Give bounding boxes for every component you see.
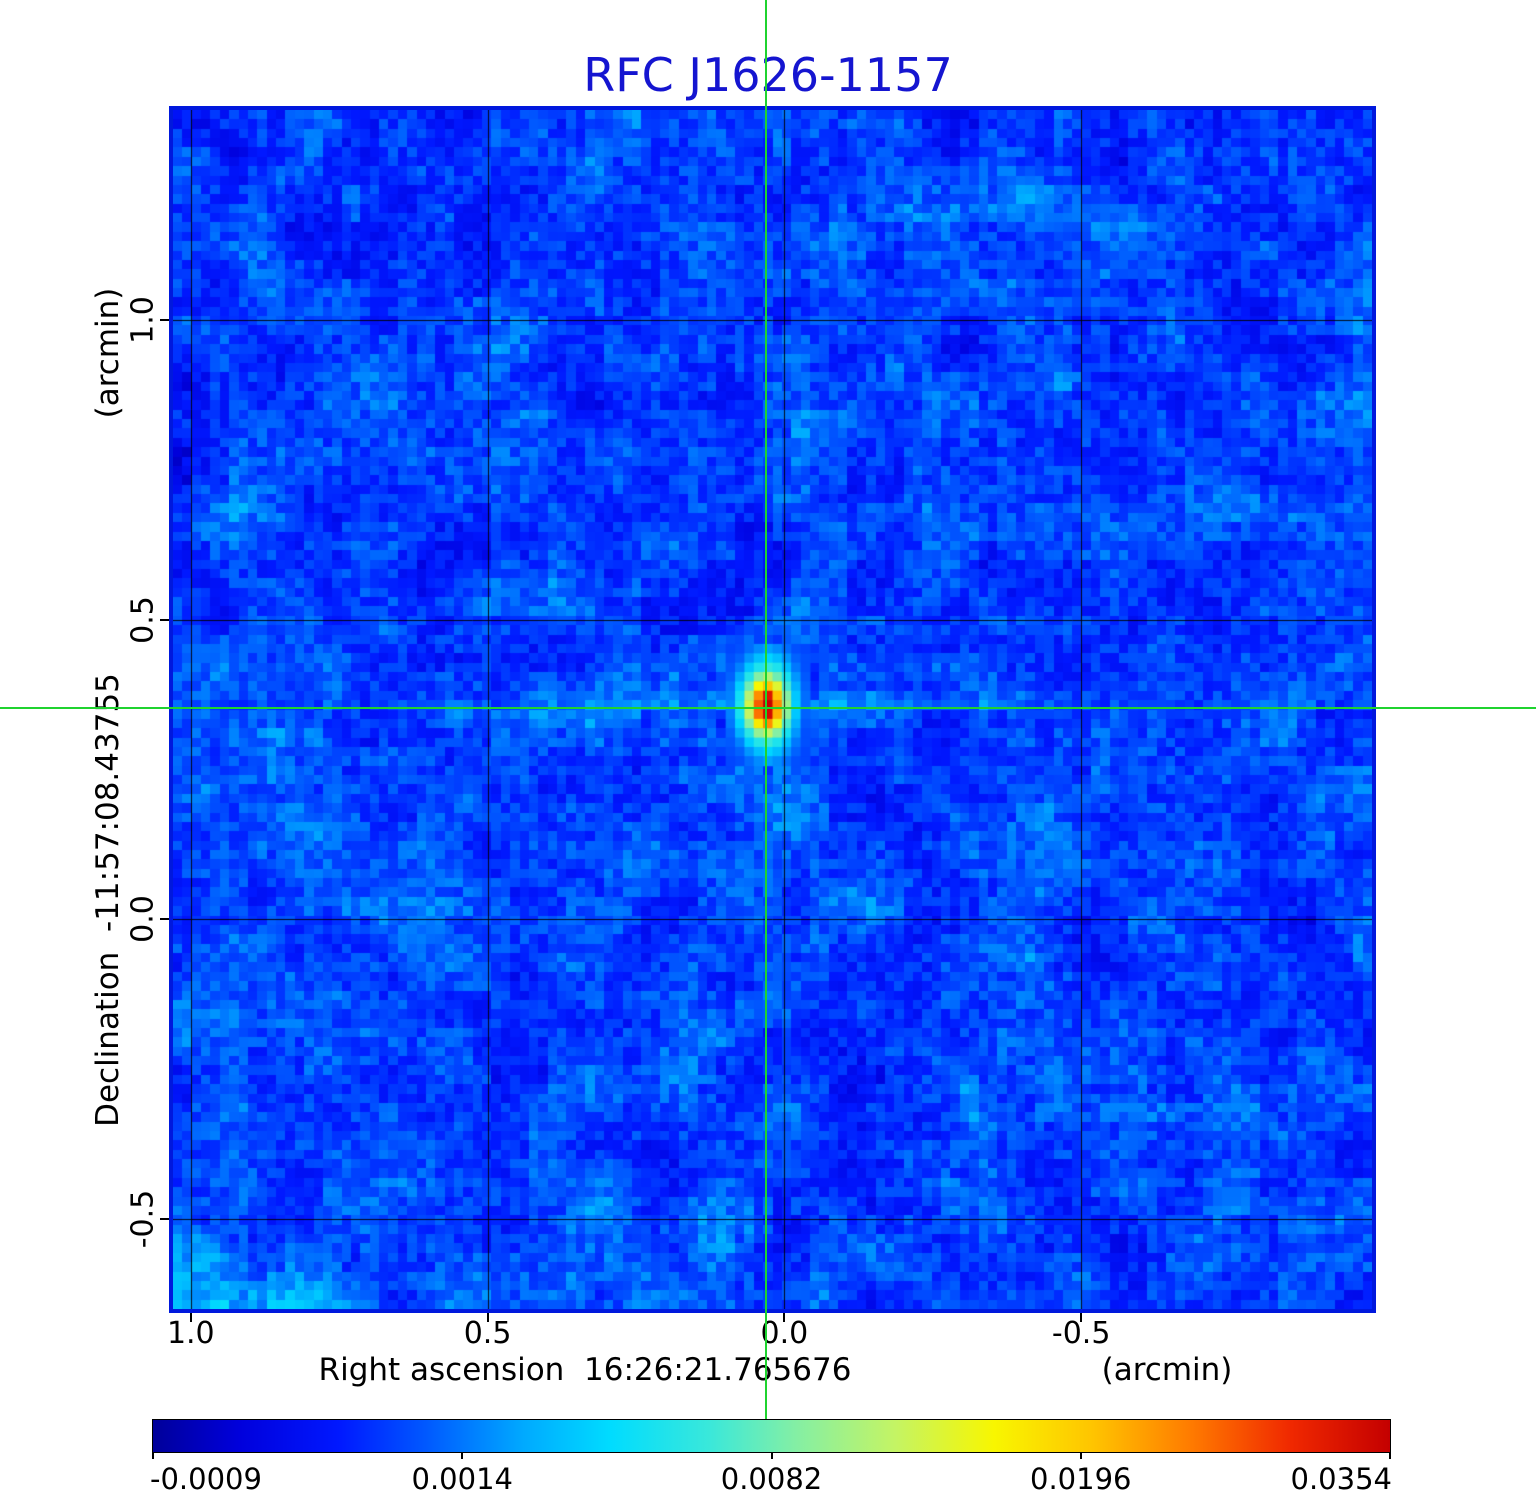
colorbar-tick-mark — [1079, 1452, 1082, 1459]
colorbar-tick-mark — [461, 1452, 464, 1459]
colorbar-tick-label: 0.0196 — [1030, 1462, 1132, 1496]
y-axis-unit-label: (arcmin) — [90, 287, 126, 419]
radio-map-canvas — [173, 110, 1372, 1309]
x-tick-mark — [189, 1313, 192, 1322]
y-tick-label: 0.0 — [125, 895, 161, 944]
colorbar — [152, 1419, 1391, 1453]
y-tick-mark — [160, 918, 169, 921]
x-tick-label: -0.5 — [1051, 1316, 1111, 1351]
y-tick-label: -0.5 — [125, 1189, 161, 1249]
x-tick-mark — [783, 1313, 786, 1322]
x-axis-unit-label: (arcmin) — [1101, 1352, 1233, 1388]
x-tick-mark — [1080, 1313, 1083, 1322]
x-tick-mark — [486, 1313, 489, 1322]
crosshair-horizontal — [0, 707, 1536, 710]
y-tick-label: 0.5 — [125, 595, 161, 644]
x-tick-label: 0.5 — [463, 1316, 512, 1351]
colorbar-gradient — [153, 1420, 1390, 1452]
y-tick-label: 1.0 — [125, 295, 161, 344]
y-tick-mark — [160, 318, 169, 321]
colorbar-tick-mark — [152, 1452, 154, 1459]
x-tick-label: 0.0 — [760, 1316, 809, 1351]
colorbar-tick-label: 0.0082 — [720, 1462, 823, 1496]
y-tick-mark — [160, 618, 169, 621]
crosshair-vertical — [764, 0, 767, 1419]
x-tick-label: 1.0 — [166, 1316, 215, 1351]
figure-title: RFC J1626-1157 — [583, 48, 953, 102]
y-axis-label: Declination -11:57:08.43755 — [90, 673, 126, 1127]
colorbar-tick-mark — [770, 1452, 773, 1459]
y-tick-mark — [160, 1218, 169, 1221]
colorbar-tick-label: -0.0009 — [150, 1462, 262, 1496]
x-axis-label: Right ascension 16:26:21.765676 — [318, 1352, 852, 1388]
colorbar-tick-label: 0.0354 — [1290, 1462, 1392, 1496]
colorbar-tick-mark — [1389, 1452, 1391, 1459]
colorbar-tick-label: 0.0014 — [411, 1462, 513, 1496]
